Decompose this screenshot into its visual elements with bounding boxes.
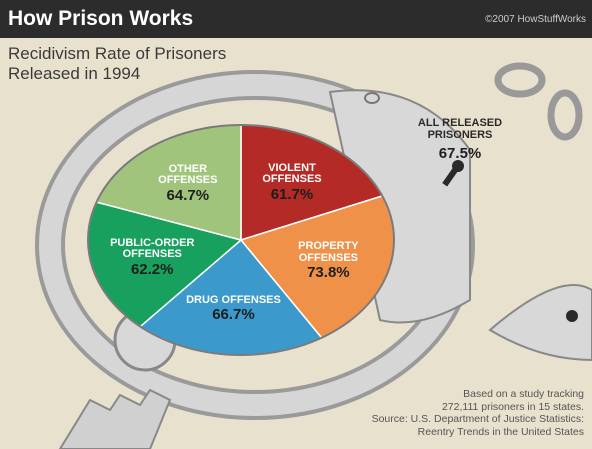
handcuff-lock: [328, 89, 471, 324]
note-line: Based on a study tracking: [463, 388, 584, 400]
value-label: 73.8%: [307, 264, 350, 282]
rivet: [364, 92, 380, 104]
slice-label: PUBLIC-ORDER OFFENSES 62.2%: [104, 236, 200, 278]
second-cuff: [488, 284, 592, 362]
pie-outline: [87, 124, 395, 356]
slice-label: OTHER OFFENSES 64.7%: [140, 162, 236, 204]
category-label: VIOLENT OFFENSES: [262, 161, 322, 186]
chain-link: [494, 62, 546, 98]
value-label: 66.7%: [212, 306, 255, 324]
cuff-teeth: [58, 388, 172, 449]
value-label: 62.2%: [130, 260, 174, 278]
category-label: PROPERTY OFFENSES: [298, 240, 359, 264]
note-line: Source: U.S. Department of Justice Stati…: [371, 413, 584, 426]
chart-title: Recidivism Rate of Prisoners Released in…: [8, 44, 227, 83]
credit: ©2007 HowStuffWorks: [485, 14, 586, 25]
slice-label: PROPERTY OFFENSES 73.8%: [280, 240, 376, 282]
value-label: 61.7%: [270, 185, 314, 203]
category-label: DRUG OFFENSES: [186, 293, 281, 306]
overall-label: ALL RELEASED PRISONERS: [417, 117, 503, 141]
source-note: Based on a study tracking 272,111 prisone…: [372, 388, 584, 438]
header-bar: [0, 0, 592, 38]
keyhole: [566, 310, 578, 322]
header-title: How Prison Works: [8, 7, 194, 30]
note-line: Reentry Trends in the United States: [417, 425, 584, 438]
keyhole: [442, 165, 460, 187]
overall-value: 67.5%: [438, 145, 482, 162]
slice-label: VIOLENT OFFENSES 61.7%: [244, 161, 340, 203]
slice-label: DRUG OFFENSES 66.7%: [185, 293, 281, 324]
value-label: 64.7%: [166, 186, 210, 204]
note-line: 272,111 prisoners in 15 states.: [441, 400, 584, 413]
category-label: OTHER OFFENSES: [158, 162, 218, 187]
chain-link: [547, 89, 583, 141]
category-label: PUBLIC-ORDER OFFENSES: [110, 236, 195, 261]
